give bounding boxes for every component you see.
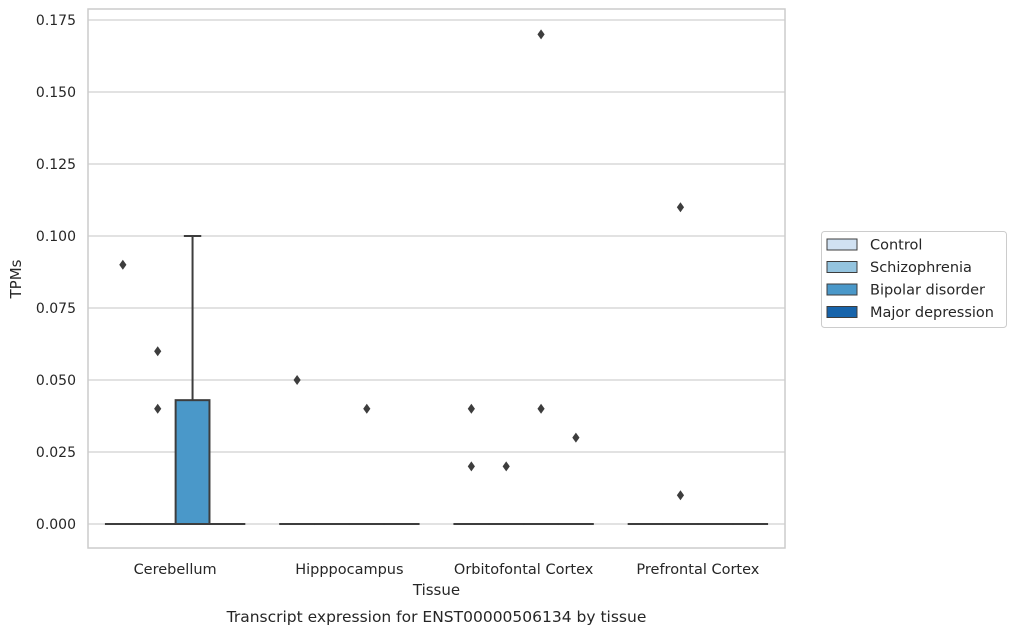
outlier-point [572, 433, 579, 443]
outlier-point [503, 461, 510, 471]
y-tick-label: 0.175 [36, 13, 76, 29]
x-tick-label: Hipppocampus [295, 562, 403, 578]
y-tick-label: 0.025 [36, 445, 76, 461]
outlier-point [537, 29, 544, 39]
outlier-point [294, 375, 301, 385]
y-tick-label: 0.075 [36, 301, 76, 317]
outlier-point [468, 461, 475, 471]
legend-label: Major depression [870, 305, 994, 321]
x-tick-label: Cerebellum [134, 562, 217, 578]
boxes [106, 29, 767, 524]
legend-label: Schizophrenia [870, 260, 972, 276]
legend-label: Bipolar disorder [870, 283, 985, 299]
box-group [280, 375, 314, 524]
box-group [454, 404, 488, 524]
y-axis-label: TPMs [7, 259, 25, 299]
outlier-point [119, 260, 126, 270]
x-tick-label: Prefrontal Cortex [636, 562, 759, 578]
x-axis-label: Tissue [412, 581, 460, 599]
outlier-point [677, 490, 684, 500]
legend-swatch [827, 284, 857, 295]
box-group [489, 461, 523, 524]
outlier-point [537, 404, 544, 414]
y-tick-label: 0.050 [36, 373, 76, 389]
box-group [141, 346, 175, 524]
outlier-point [363, 404, 370, 414]
outlier-point [154, 346, 161, 356]
legend-swatch [827, 307, 857, 318]
chart-caption: Transcript expression for ENST0000050613… [226, 608, 647, 626]
y-tick-label: 0.125 [36, 157, 76, 173]
y-tick-label: 0.100 [36, 229, 76, 245]
tick-labels: 0.000 0.025 0.050 0.075 0.100 0.125 0.150 0.175… [36, 13, 760, 578]
y-tick-label: 0.000 [36, 517, 76, 533]
outlier-point [468, 404, 475, 414]
legend-swatch [827, 239, 857, 250]
legend-swatch [827, 262, 857, 273]
x-tick-label: Orbitofontal Cortex [454, 562, 594, 578]
outlier-point [677, 202, 684, 212]
y-tick-label: 0.150 [36, 85, 76, 101]
box-group [106, 260, 140, 524]
box-group [664, 202, 698, 524]
box-group [350, 404, 384, 524]
box-group [524, 29, 558, 524]
legend: Control Schizophrenia Bipolar disorder Majo… [822, 232, 1007, 328]
outlier-point [154, 404, 161, 414]
box-group [559, 433, 593, 524]
legend-label: Control [870, 238, 922, 254]
box [176, 400, 210, 524]
